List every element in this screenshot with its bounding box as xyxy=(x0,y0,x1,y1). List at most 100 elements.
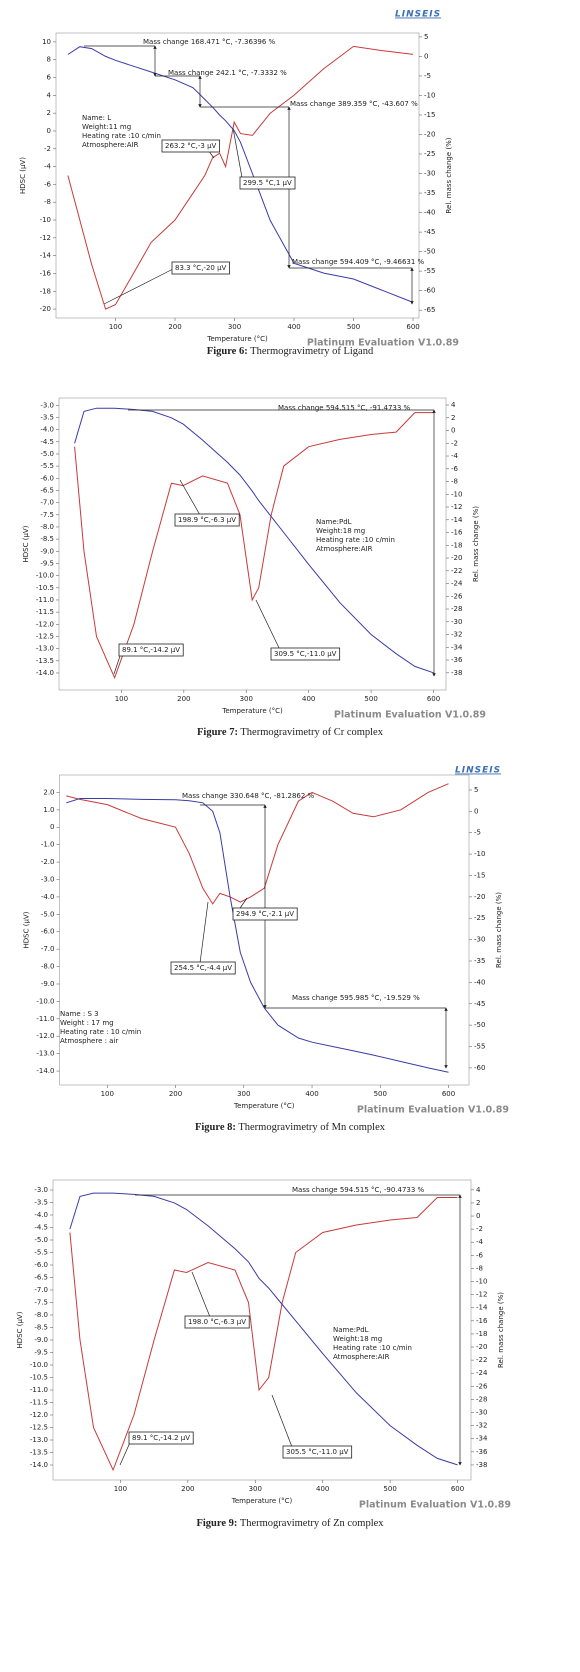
y2-tick-label: -10 xyxy=(474,850,485,858)
y-tick-label: -1.0 xyxy=(41,841,55,849)
y2-tick-label: -22 xyxy=(476,1356,487,1364)
y-axis-label: HDSC (µV) xyxy=(22,525,30,562)
y-tick-label: -14 xyxy=(40,252,52,260)
brand-logo: LINSEIS xyxy=(395,10,441,20)
annotation: 299.5 °C,1 µV xyxy=(243,179,292,187)
y-tick-label: -14.0 xyxy=(30,1461,48,1469)
y2-tick-label: 0 xyxy=(476,1212,480,1220)
annotation-box xyxy=(161,139,220,153)
y2-tick-label: -36 xyxy=(451,656,463,664)
y-tick-label: -13.0 xyxy=(36,645,54,653)
y-tick-label: -6.0 xyxy=(41,928,55,936)
x-tick-label: 200 xyxy=(181,1485,194,1493)
y2-tick-label: 5 xyxy=(474,786,478,794)
sample-info: Weight:11 mg xyxy=(82,123,131,131)
annotation-line xyxy=(232,127,244,184)
annotation-box xyxy=(118,643,184,657)
series-line xyxy=(67,45,414,310)
y-tick-label: -12.5 xyxy=(30,1424,48,1432)
y2-tick-label: -45 xyxy=(424,228,435,236)
y-tick-label: -10 xyxy=(40,216,51,224)
y2-tick-label: -10 xyxy=(476,1278,487,1286)
y-tick-label: -7.0 xyxy=(41,945,55,953)
y-tick-label: 1.0 xyxy=(43,806,54,814)
x-axis-label: Temperature (°C) xyxy=(231,1497,293,1505)
y-tick-label: 6 xyxy=(47,74,52,82)
sample-info: Atmosphere:AIR xyxy=(82,141,139,149)
sample-info: Name: L xyxy=(82,114,111,122)
y2-tick-label: -6 xyxy=(451,465,459,473)
y-tick-label: 2.0 xyxy=(43,788,54,796)
y2-tick-label: 4 xyxy=(451,401,456,409)
y2-tick-label: -30 xyxy=(476,1409,487,1417)
y-tick-label: -12.5 xyxy=(36,632,54,640)
y2-tick-label: -34 xyxy=(451,643,463,651)
y2-tick-label: -18 xyxy=(451,541,462,549)
y-tick-label: -4 xyxy=(44,163,52,171)
y-tick-label: -4.5 xyxy=(40,438,54,446)
y-tick-label: -11.5 xyxy=(30,1399,48,1407)
sample-info: Heating rate :10 c/min xyxy=(316,536,395,544)
y-tick-label: -9.0 xyxy=(41,980,55,988)
y2-tick-label: 5 xyxy=(424,33,428,41)
y-tick-label: -11.0 xyxy=(36,596,54,604)
y-tick-label: -13.5 xyxy=(36,657,54,665)
y2-tick-label: -10 xyxy=(424,91,435,99)
caption-label: Figure 8: xyxy=(195,1122,236,1133)
y-tick-label: -5.0 xyxy=(41,910,55,918)
y-tick-label: -11.0 xyxy=(36,1015,54,1023)
y2-tick-label: -30 xyxy=(474,936,485,944)
annotation-box xyxy=(174,513,240,527)
y2-tick-label: -22 xyxy=(451,567,462,575)
y2-tick-label: -18 xyxy=(476,1330,487,1338)
x-tick-label: 500 xyxy=(374,1090,387,1098)
y2-tick-label: -24 xyxy=(476,1369,488,1377)
y-tick-label: -6.0 xyxy=(34,1261,48,1269)
y-tick-label: -7.0 xyxy=(34,1286,48,1294)
y-tick-label: -3.0 xyxy=(40,401,54,409)
y2-tick-label: -14 xyxy=(451,516,463,524)
y-axis-label: HDSC (µV) xyxy=(23,911,31,948)
y2-tick-label: -12 xyxy=(451,503,462,511)
y-tick-label: -10.5 xyxy=(30,1374,48,1382)
sample-info: Heating rate :10 c/min xyxy=(82,132,161,140)
x-tick-label: 200 xyxy=(168,323,181,331)
y-tick-label: -18 xyxy=(40,287,51,295)
y2-tick-label: -15 xyxy=(474,871,485,879)
brand-logo: LINSEIS xyxy=(455,766,501,776)
sample-info: Atmosphere:AIR xyxy=(316,545,373,553)
sample-info: Name:PdL xyxy=(316,518,352,526)
y-tick-label: -9.0 xyxy=(40,547,54,555)
y2-tick-label: 0 xyxy=(424,52,428,60)
y2-tick-label: -38 xyxy=(451,669,462,677)
x-axis-label: Temperature (°C) xyxy=(221,707,283,715)
y2-tick-label: -30 xyxy=(424,170,435,178)
y-tick-label: -14.0 xyxy=(36,669,54,677)
y-tick-label: -6 xyxy=(44,180,52,188)
x-tick-label: 500 xyxy=(347,323,360,331)
figure-caption: Figure 6: Thermogravimetry of Ligand xyxy=(207,346,374,357)
y-tick-label: -9.0 xyxy=(34,1336,48,1344)
y2-tick-label: -35 xyxy=(424,189,435,197)
software-version: Platinum Evaluation V1.0.89 xyxy=(307,338,459,349)
plot-frame xyxy=(58,397,447,691)
y-tick-label: -6.5 xyxy=(40,486,54,494)
sample-info: Heating rate : 10 c/min xyxy=(60,1028,141,1036)
y-tick-label: -9.5 xyxy=(34,1349,48,1357)
y-tick-label: -10.0 xyxy=(30,1361,48,1369)
y2-tick-label: 4 xyxy=(476,1186,481,1194)
y2-tick-label: -30 xyxy=(451,618,462,626)
y-tick-label: -3.5 xyxy=(40,413,54,421)
annotation-line xyxy=(191,1271,211,1318)
y-tick-label: -12.0 xyxy=(30,1411,48,1419)
series-line xyxy=(66,783,449,905)
y2-tick-label: -34 xyxy=(476,1435,488,1443)
software-version: Platinum Evaluation V1.0.89 xyxy=(357,1105,509,1116)
y2-tick-label: -38 xyxy=(476,1461,487,1469)
x-tick-label: 200 xyxy=(169,1090,182,1098)
caption-text: Thermogravimetry of Ligand xyxy=(250,346,374,357)
sample-info: Atmosphere:AIR xyxy=(333,1353,390,1361)
software-version: Platinum Evaluation V1.0.89 xyxy=(334,710,486,721)
x-tick-label: 400 xyxy=(302,695,315,703)
